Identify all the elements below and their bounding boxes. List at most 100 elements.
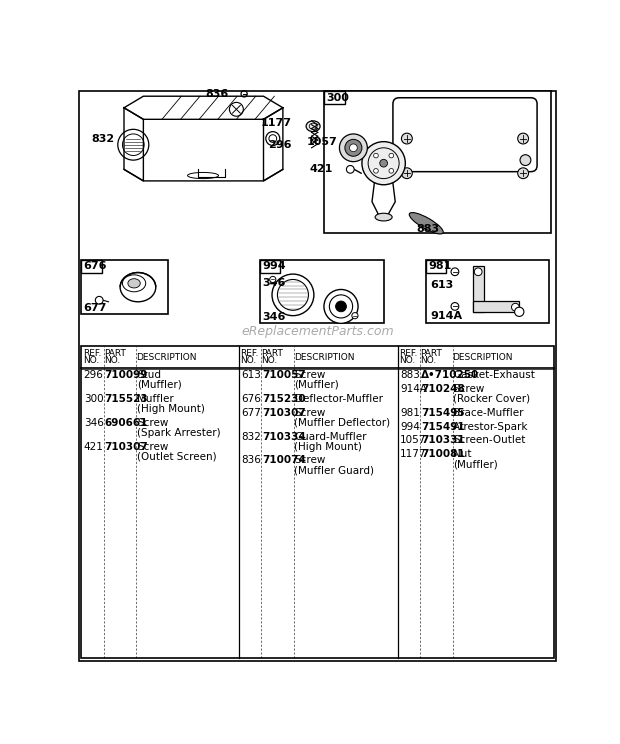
Text: 300: 300 xyxy=(84,394,104,404)
Text: Screen-Outlet: Screen-Outlet xyxy=(453,435,526,446)
Text: Gasket-Exhaust: Gasket-Exhaust xyxy=(453,370,535,380)
Text: 613: 613 xyxy=(241,370,261,380)
Text: (High Mount): (High Mount) xyxy=(294,441,362,452)
Text: 677: 677 xyxy=(241,408,261,417)
Circle shape xyxy=(402,133,412,144)
Text: Guard-Muffler: Guard-Muffler xyxy=(294,432,367,441)
Text: 836: 836 xyxy=(241,455,261,466)
Text: 710307: 710307 xyxy=(105,441,148,452)
Circle shape xyxy=(515,307,524,316)
Text: Arrestor-Spark: Arrestor-Spark xyxy=(453,422,529,432)
Text: PART: PART xyxy=(261,349,283,358)
Text: Muffler: Muffler xyxy=(137,394,174,404)
Bar xyxy=(427,260,446,272)
Bar xyxy=(81,347,554,658)
Text: Screw: Screw xyxy=(294,455,326,466)
Text: DESCRIPTION: DESCRIPTION xyxy=(136,353,197,362)
Text: REF.: REF. xyxy=(241,349,259,358)
Circle shape xyxy=(350,144,357,152)
Text: 421: 421 xyxy=(84,441,104,452)
Text: PART: PART xyxy=(420,349,442,358)
Text: NO.: NO. xyxy=(241,356,257,365)
Text: 994: 994 xyxy=(262,261,286,272)
Bar xyxy=(260,260,280,272)
Text: DESCRIPTION: DESCRIPTION xyxy=(453,353,513,362)
Text: Δ•710250: Δ•710250 xyxy=(421,370,479,380)
Text: 613: 613 xyxy=(430,280,453,290)
Text: 710331: 710331 xyxy=(421,435,464,446)
Circle shape xyxy=(241,91,247,97)
Text: 300: 300 xyxy=(326,93,349,103)
Text: 677: 677 xyxy=(84,303,107,313)
Text: 690661: 690661 xyxy=(105,417,148,428)
FancyBboxPatch shape xyxy=(393,97,537,172)
Text: 421: 421 xyxy=(310,164,334,174)
Text: Screw: Screw xyxy=(453,384,485,394)
Text: (Muffler): (Muffler) xyxy=(294,380,339,390)
Text: NO.: NO. xyxy=(104,356,120,365)
Text: (Muffler Deflector): (Muffler Deflector) xyxy=(294,417,391,428)
Ellipse shape xyxy=(409,213,443,234)
Circle shape xyxy=(272,274,314,315)
Circle shape xyxy=(451,303,459,310)
Text: REF.: REF. xyxy=(399,349,417,358)
Text: 914A: 914A xyxy=(400,384,427,394)
Bar xyxy=(324,91,345,104)
Text: Screw: Screw xyxy=(294,370,326,380)
Circle shape xyxy=(335,301,347,312)
Text: 346: 346 xyxy=(262,312,285,322)
Bar xyxy=(427,260,549,324)
Text: 296: 296 xyxy=(268,140,291,150)
Text: 832: 832 xyxy=(241,432,261,441)
Circle shape xyxy=(379,159,388,167)
Circle shape xyxy=(402,168,412,179)
Bar xyxy=(81,260,168,314)
Text: 710334: 710334 xyxy=(262,432,306,441)
Text: (Spark Arrester): (Spark Arrester) xyxy=(137,428,221,437)
Circle shape xyxy=(340,134,367,161)
Text: 715495: 715495 xyxy=(421,408,464,417)
Text: 836: 836 xyxy=(205,89,229,99)
Text: 710307: 710307 xyxy=(262,408,306,417)
Ellipse shape xyxy=(375,214,392,221)
Circle shape xyxy=(347,165,354,173)
Circle shape xyxy=(95,296,103,304)
Text: 715230: 715230 xyxy=(262,394,306,404)
Text: (Outlet Screen): (Outlet Screen) xyxy=(137,452,217,461)
Text: 883: 883 xyxy=(400,370,420,380)
Circle shape xyxy=(362,141,405,185)
Text: 715491: 715491 xyxy=(421,422,464,432)
Circle shape xyxy=(389,153,394,158)
Ellipse shape xyxy=(306,121,320,132)
Circle shape xyxy=(518,168,528,179)
Text: 296: 296 xyxy=(84,370,104,380)
Text: (Muffler Guard): (Muffler Guard) xyxy=(294,466,374,475)
Text: 710248: 710248 xyxy=(421,384,464,394)
Text: 1177: 1177 xyxy=(260,118,291,128)
Circle shape xyxy=(474,268,482,275)
Text: NO.: NO. xyxy=(83,356,99,365)
Text: PART: PART xyxy=(104,349,126,358)
Text: Nut: Nut xyxy=(453,449,472,459)
Text: Brace-Muffler: Brace-Muffler xyxy=(453,408,524,417)
Bar xyxy=(260,260,384,324)
Text: Screw: Screw xyxy=(137,441,169,452)
Text: Deflector-Muffler: Deflector-Muffler xyxy=(294,394,383,404)
Text: 914A: 914A xyxy=(430,311,463,321)
Text: 832: 832 xyxy=(92,134,115,144)
Text: 883: 883 xyxy=(416,224,440,234)
Circle shape xyxy=(345,139,362,156)
Text: 676: 676 xyxy=(241,394,261,404)
Bar xyxy=(472,266,484,312)
Circle shape xyxy=(324,289,358,324)
Text: 676: 676 xyxy=(84,261,107,272)
Circle shape xyxy=(374,168,378,173)
Circle shape xyxy=(389,168,394,173)
Text: 1177: 1177 xyxy=(400,449,427,459)
Circle shape xyxy=(512,304,520,311)
Text: NO.: NO. xyxy=(399,356,415,365)
Ellipse shape xyxy=(120,272,156,302)
Text: (Rocker Cover): (Rocker Cover) xyxy=(453,394,531,404)
Text: DESCRIPTION: DESCRIPTION xyxy=(294,353,354,362)
Text: REF.: REF. xyxy=(83,349,101,358)
